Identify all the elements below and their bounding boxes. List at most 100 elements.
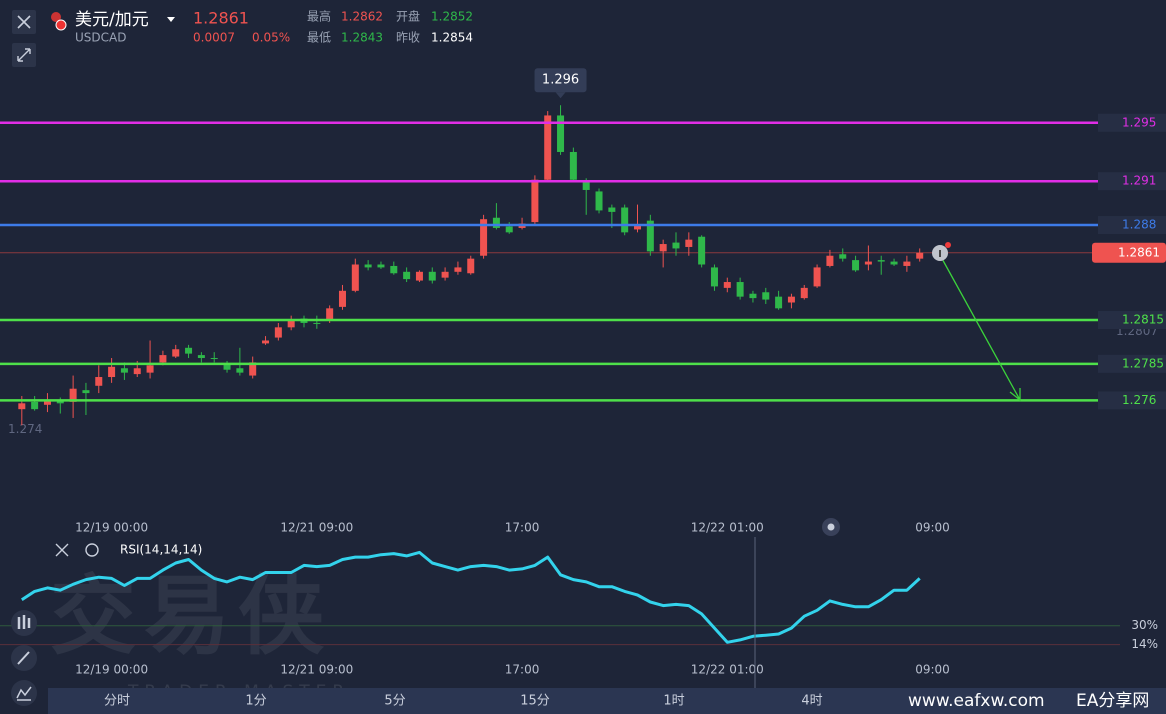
stat-value: 1.2854: [431, 31, 473, 45]
candle-body: [210, 358, 218, 360]
timeframe-tab[interactable]: 4时: [801, 694, 822, 709]
change: 0.0007: [193, 31, 235, 45]
flag-us: [51, 12, 61, 22]
level-label: 1.276: [1122, 393, 1156, 407]
candle-body: [557, 115, 565, 152]
candle-body: [736, 282, 744, 297]
candle-body: [454, 267, 462, 272]
x-tick-label: 12/22 01:00: [691, 521, 764, 535]
candle-body: [146, 365, 154, 373]
candle-body: [236, 368, 244, 373]
x-tick-label: 12/21 09:00: [280, 521, 353, 535]
candle-body: [877, 260, 885, 262]
peak-label: 1.296: [542, 73, 579, 88]
level-label-box: [1098, 113, 1166, 132]
candle-body: [634, 225, 642, 230]
close-icon: [17, 15, 31, 29]
x-tick-label: 12/21 09:00: [280, 663, 353, 677]
x-tick-label: 17:00: [505, 521, 540, 535]
candle-body: [903, 261, 911, 266]
candle-body: [531, 179, 539, 223]
rsi-line: [20, 550, 921, 644]
candle-body: [428, 271, 436, 281]
candle-body: [787, 296, 795, 303]
candle-body: [377, 264, 385, 268]
candle-body: [364, 264, 372, 268]
stat-value: 1.2852: [431, 10, 473, 24]
candle-body: [698, 236, 706, 265]
candle-body: [415, 271, 423, 281]
candle-body: [390, 265, 398, 274]
timeframe-tab[interactable]: 分时: [104, 694, 130, 709]
level-label-box: [1098, 172, 1166, 191]
indicator-settings[interactable]: [85, 543, 99, 557]
candle-body: [916, 252, 924, 259]
tool-icon: [17, 651, 30, 665]
candle-body: [172, 349, 180, 357]
timeframe-tab[interactable]: 1时: [663, 694, 684, 709]
info-glyph: [939, 250, 941, 257]
candle-body: [505, 226, 513, 233]
x-tick-label: 09:00: [915, 521, 950, 535]
timeframe-tab[interactable]: 1分: [245, 694, 266, 709]
timeframe-bar: [48, 688, 1166, 714]
x-tick-label: 12/22 01:00: [691, 663, 764, 677]
candle-body: [672, 242, 680, 249]
candle-body: [56, 400, 64, 404]
candle-body: [723, 282, 731, 288]
collapse-icon: [17, 48, 31, 62]
y-tick-label: 14%: [1131, 637, 1158, 651]
level-label-box: [1098, 311, 1166, 330]
stat-label: 开盘: [396, 9, 420, 24]
candle-body: [467, 258, 475, 274]
peak-bubble: [534, 68, 587, 93]
stat-label: 昨收: [396, 31, 420, 45]
stat-label: 最高: [307, 9, 331, 24]
candle-body: [480, 219, 488, 256]
level-label: 1.2785: [1122, 356, 1164, 370]
y-tick-label: 30%: [1131, 618, 1158, 632]
candle-body: [710, 267, 718, 287]
candle-body: [659, 244, 667, 252]
symbol-name[interactable]: 美元/加元: [75, 10, 149, 30]
footer-brand: EA分享网: [1076, 691, 1149, 711]
candle-body: [338, 290, 346, 307]
peak-pointer: [555, 92, 566, 99]
y-tick-label: 1.274: [8, 422, 42, 436]
change-pct: 0.05%: [252, 31, 290, 45]
candle-body: [313, 322, 321, 324]
x-tick-label: 12/19 00:00: [75, 521, 148, 535]
level-label: 1.288: [1122, 218, 1156, 232]
candle-body: [82, 390, 90, 394]
level-label-box: [1098, 391, 1166, 410]
candle-body: [223, 363, 231, 370]
symbol-code: USDCAD: [75, 31, 126, 45]
candle-body: [569, 151, 577, 180]
footer-site: www.eafxw.com: [908, 691, 1045, 711]
indicator-close[interactable]: [55, 543, 69, 557]
candle-body: [249, 362, 257, 376]
flag-ca: [55, 19, 67, 31]
arrow-annotation: [939, 254, 1021, 402]
candle-body: [95, 377, 103, 386]
candle-body: [43, 400, 51, 405]
candle-body: [326, 308, 334, 321]
dropdown-icon[interactable]: [167, 17, 175, 22]
timeframe-tab[interactable]: 15分: [520, 694, 550, 709]
candle-body: [685, 239, 693, 247]
candle-body: [69, 388, 77, 402]
timeframe-tab[interactable]: 5分: [384, 694, 405, 709]
indicator-title: RSI(14,14,14): [120, 543, 202, 557]
candle-body: [197, 355, 205, 359]
candle-body: [403, 271, 411, 280]
candle-body: [492, 217, 500, 228]
last-price-label: 1.2861: [1118, 245, 1160, 259]
candle-body: [159, 355, 167, 363]
candle-body: [762, 292, 770, 300]
level-label-box: [1098, 354, 1166, 373]
stat-value: 1.2843: [341, 31, 383, 45]
level-label: 1.291: [1122, 174, 1156, 188]
